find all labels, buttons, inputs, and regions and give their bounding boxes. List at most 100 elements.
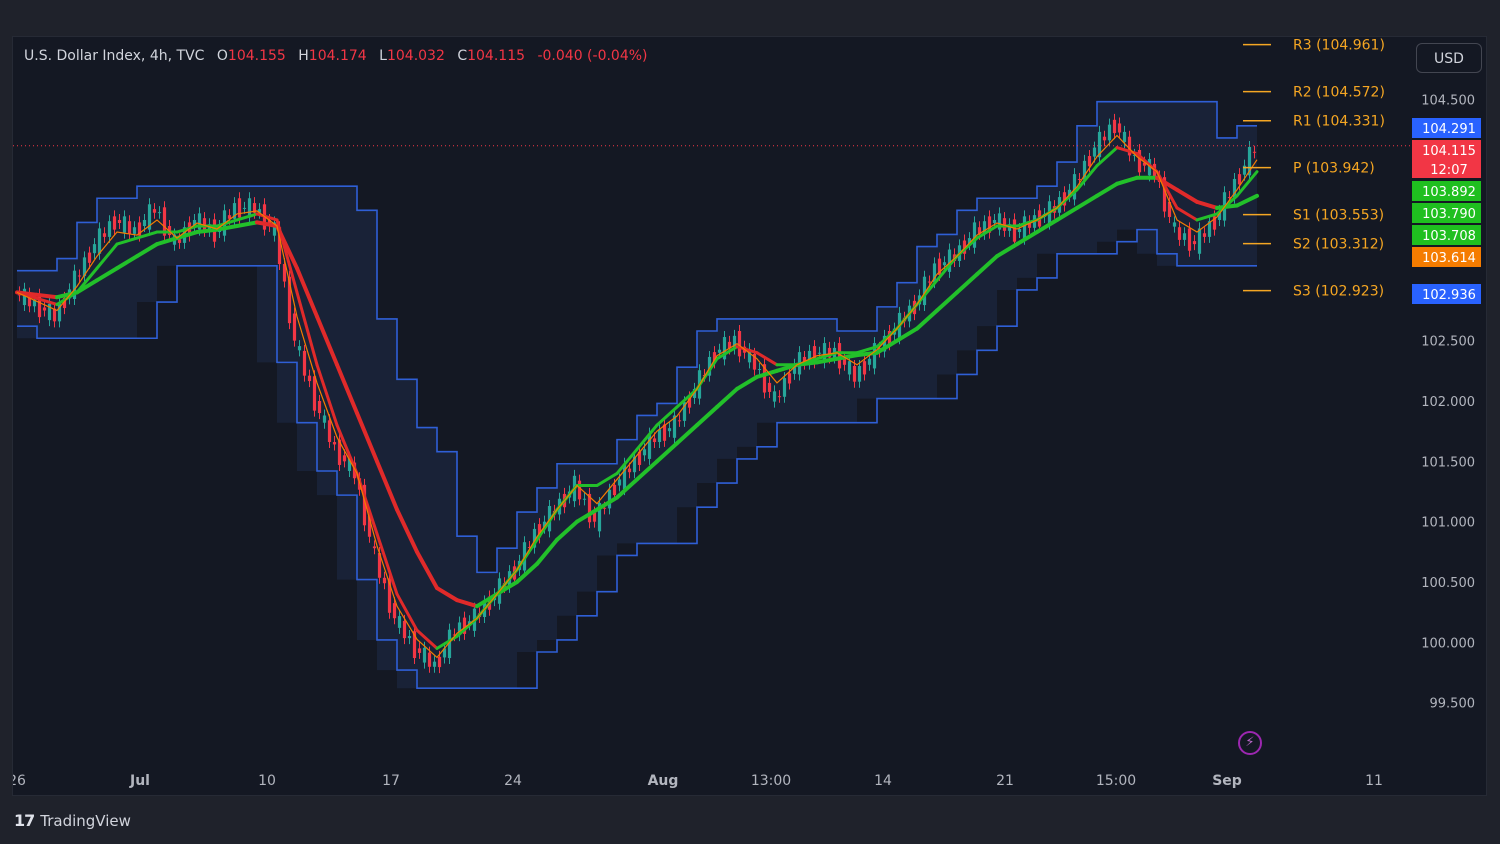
candle bbox=[592, 512, 597, 522]
ma-slow-line bbox=[415, 549, 439, 591]
candle bbox=[127, 221, 132, 234]
ma-fast-line bbox=[315, 363, 339, 427]
high-label: H bbox=[298, 48, 309, 64]
candle bbox=[1087, 156, 1092, 167]
candle bbox=[1062, 192, 1067, 206]
ma-fast-line bbox=[755, 351, 779, 367]
ma-slow-line bbox=[635, 459, 659, 482]
candle bbox=[32, 299, 37, 307]
ma-fast-line bbox=[1195, 212, 1219, 222]
channel-band bbox=[17, 101, 1257, 689]
candle bbox=[627, 468, 632, 473]
candle bbox=[1067, 189, 1072, 196]
ma-fast-line bbox=[735, 345, 759, 355]
candle bbox=[987, 216, 992, 233]
candle bbox=[367, 515, 372, 537]
price-tag bbox=[1412, 284, 1481, 304]
ma-slow-line bbox=[755, 368, 779, 379]
candle bbox=[802, 356, 807, 364]
ma-slow-line bbox=[975, 254, 999, 277]
ma-slow-line bbox=[895, 326, 919, 343]
candle bbox=[982, 221, 987, 234]
candle bbox=[542, 521, 547, 528]
ma-slow-line bbox=[695, 405, 719, 428]
open-label: O bbox=[216, 48, 228, 64]
ma-slow-line bbox=[175, 230, 199, 241]
candle bbox=[177, 239, 182, 243]
candle bbox=[862, 361, 867, 375]
candle bbox=[432, 661, 437, 667]
ma-slow-line bbox=[195, 227, 219, 235]
candle bbox=[42, 307, 47, 311]
candle bbox=[682, 402, 687, 421]
tradingview-logo[interactable]: 17 TradingView bbox=[14, 811, 131, 830]
ma-slow-line bbox=[515, 561, 539, 585]
ma-slow-line bbox=[315, 314, 339, 367]
ma-slow-line bbox=[855, 350, 879, 358]
candle bbox=[922, 276, 927, 306]
ma-fast-line bbox=[1075, 164, 1099, 192]
lightning-icon[interactable]: ⚡ bbox=[1238, 731, 1262, 755]
candle bbox=[77, 275, 82, 277]
x-tick-label: 17 bbox=[382, 773, 400, 789]
x-tick-label: 14 bbox=[874, 773, 892, 789]
y-tick-label: 104.500 bbox=[1421, 93, 1475, 108]
candle bbox=[452, 634, 457, 636]
ma-slow-line bbox=[295, 266, 319, 319]
y-tick-label: 101.000 bbox=[1421, 516, 1475, 531]
candle bbox=[692, 388, 697, 398]
candle bbox=[152, 209, 157, 213]
candle bbox=[192, 219, 197, 227]
price-tag-label: 103.892 bbox=[1422, 185, 1476, 200]
price-tag bbox=[1412, 140, 1481, 178]
candle bbox=[532, 528, 537, 548]
ma-fast-line bbox=[375, 532, 399, 596]
price-tag-label: 102.936 bbox=[1422, 288, 1476, 303]
ma-fast-line bbox=[95, 242, 119, 270]
candle bbox=[277, 227, 282, 265]
candle bbox=[737, 331, 742, 357]
candle bbox=[617, 479, 622, 486]
candle bbox=[672, 415, 677, 438]
close-value: 104.115 bbox=[467, 48, 526, 64]
ma-slow-line bbox=[555, 519, 579, 542]
ma-slow-line bbox=[915, 308, 939, 331]
ma-fast-line bbox=[935, 254, 959, 282]
candle bbox=[297, 346, 302, 351]
candle bbox=[602, 507, 607, 509]
y-tick-label: 101.500 bbox=[1421, 455, 1475, 470]
currency-button[interactable]: USD bbox=[1416, 43, 1482, 73]
symbol-name: U.S. Dollar Index, 4h, TVC bbox=[24, 48, 205, 64]
y-tick-label: 99.500 bbox=[1430, 697, 1476, 712]
price-tag-label: 103.790 bbox=[1422, 207, 1476, 222]
symbol-legend: U.S. Dollar Index, 4h, TVC O104.155 H104… bbox=[24, 48, 648, 64]
candle bbox=[1107, 124, 1112, 141]
candle bbox=[652, 438, 657, 443]
ma-fast-line bbox=[1235, 170, 1259, 198]
candle bbox=[647, 433, 652, 459]
candle bbox=[932, 263, 937, 283]
candle bbox=[597, 502, 602, 532]
candle bbox=[122, 216, 127, 233]
ma-slow-line bbox=[935, 290, 959, 313]
ma-slow-line bbox=[875, 338, 899, 355]
candle bbox=[822, 343, 827, 363]
candle bbox=[1197, 228, 1202, 254]
ma-slow-line bbox=[615, 477, 639, 500]
candle bbox=[1072, 174, 1077, 200]
candle bbox=[87, 252, 92, 263]
candle bbox=[202, 218, 207, 231]
price-tag bbox=[1412, 203, 1481, 223]
ma-slow-line bbox=[595, 495, 619, 512]
chart-plot[interactable]: R3 (104.961) R2 (104.572) R1 (104.331) P (1… bbox=[13, 37, 1488, 797]
ma-fast-line bbox=[1215, 194, 1239, 216]
ma-fast-line bbox=[295, 290, 319, 367]
ma-slow-line bbox=[435, 586, 459, 603]
chart-frame[interactable]: R3 (104.961) R2 (104.572) R1 (104.331) P (1… bbox=[12, 36, 1487, 796]
ma-fast-line bbox=[1175, 206, 1199, 222]
candle bbox=[1002, 218, 1007, 231]
candle bbox=[1192, 241, 1197, 245]
y-tick-label: 100.000 bbox=[1421, 636, 1475, 651]
ma-slow-line bbox=[735, 374, 759, 391]
ma-fast-line bbox=[1155, 170, 1179, 210]
